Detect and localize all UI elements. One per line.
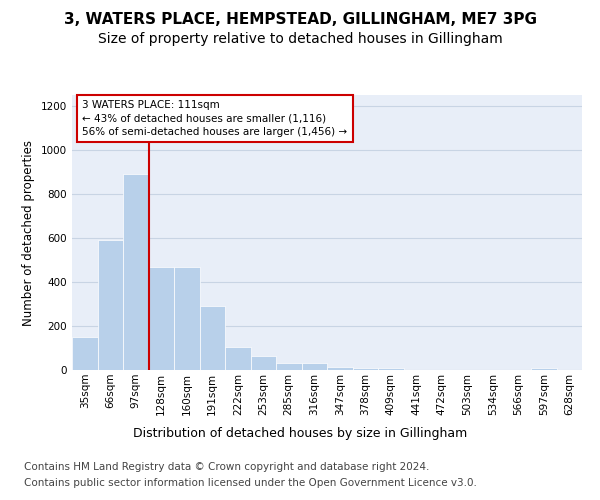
Bar: [378, 368, 404, 370]
Bar: [199, 306, 225, 370]
Text: Distribution of detached houses by size in Gillingham: Distribution of detached houses by size …: [133, 428, 467, 440]
Bar: [531, 368, 557, 370]
Bar: [276, 364, 302, 370]
Text: 3 WATERS PLACE: 111sqm
← 43% of detached houses are smaller (1,116)
56% of semi-: 3 WATERS PLACE: 111sqm ← 43% of detached…: [82, 100, 347, 137]
Bar: [251, 356, 276, 370]
Text: Contains HM Land Registry data © Crown copyright and database right 2024.: Contains HM Land Registry data © Crown c…: [24, 462, 430, 472]
Bar: [97, 240, 123, 370]
Bar: [353, 368, 378, 370]
Bar: [225, 347, 251, 370]
Bar: [174, 266, 199, 370]
Bar: [72, 337, 97, 370]
Text: Size of property relative to detached houses in Gillingham: Size of property relative to detached ho…: [98, 32, 502, 46]
Bar: [327, 366, 353, 370]
Text: Contains public sector information licensed under the Open Government Licence v3: Contains public sector information licen…: [24, 478, 477, 488]
Bar: [302, 364, 327, 370]
Text: 3, WATERS PLACE, HEMPSTEAD, GILLINGHAM, ME7 3PG: 3, WATERS PLACE, HEMPSTEAD, GILLINGHAM, …: [64, 12, 536, 28]
Bar: [149, 266, 174, 370]
Bar: [123, 174, 149, 370]
Y-axis label: Number of detached properties: Number of detached properties: [22, 140, 35, 326]
